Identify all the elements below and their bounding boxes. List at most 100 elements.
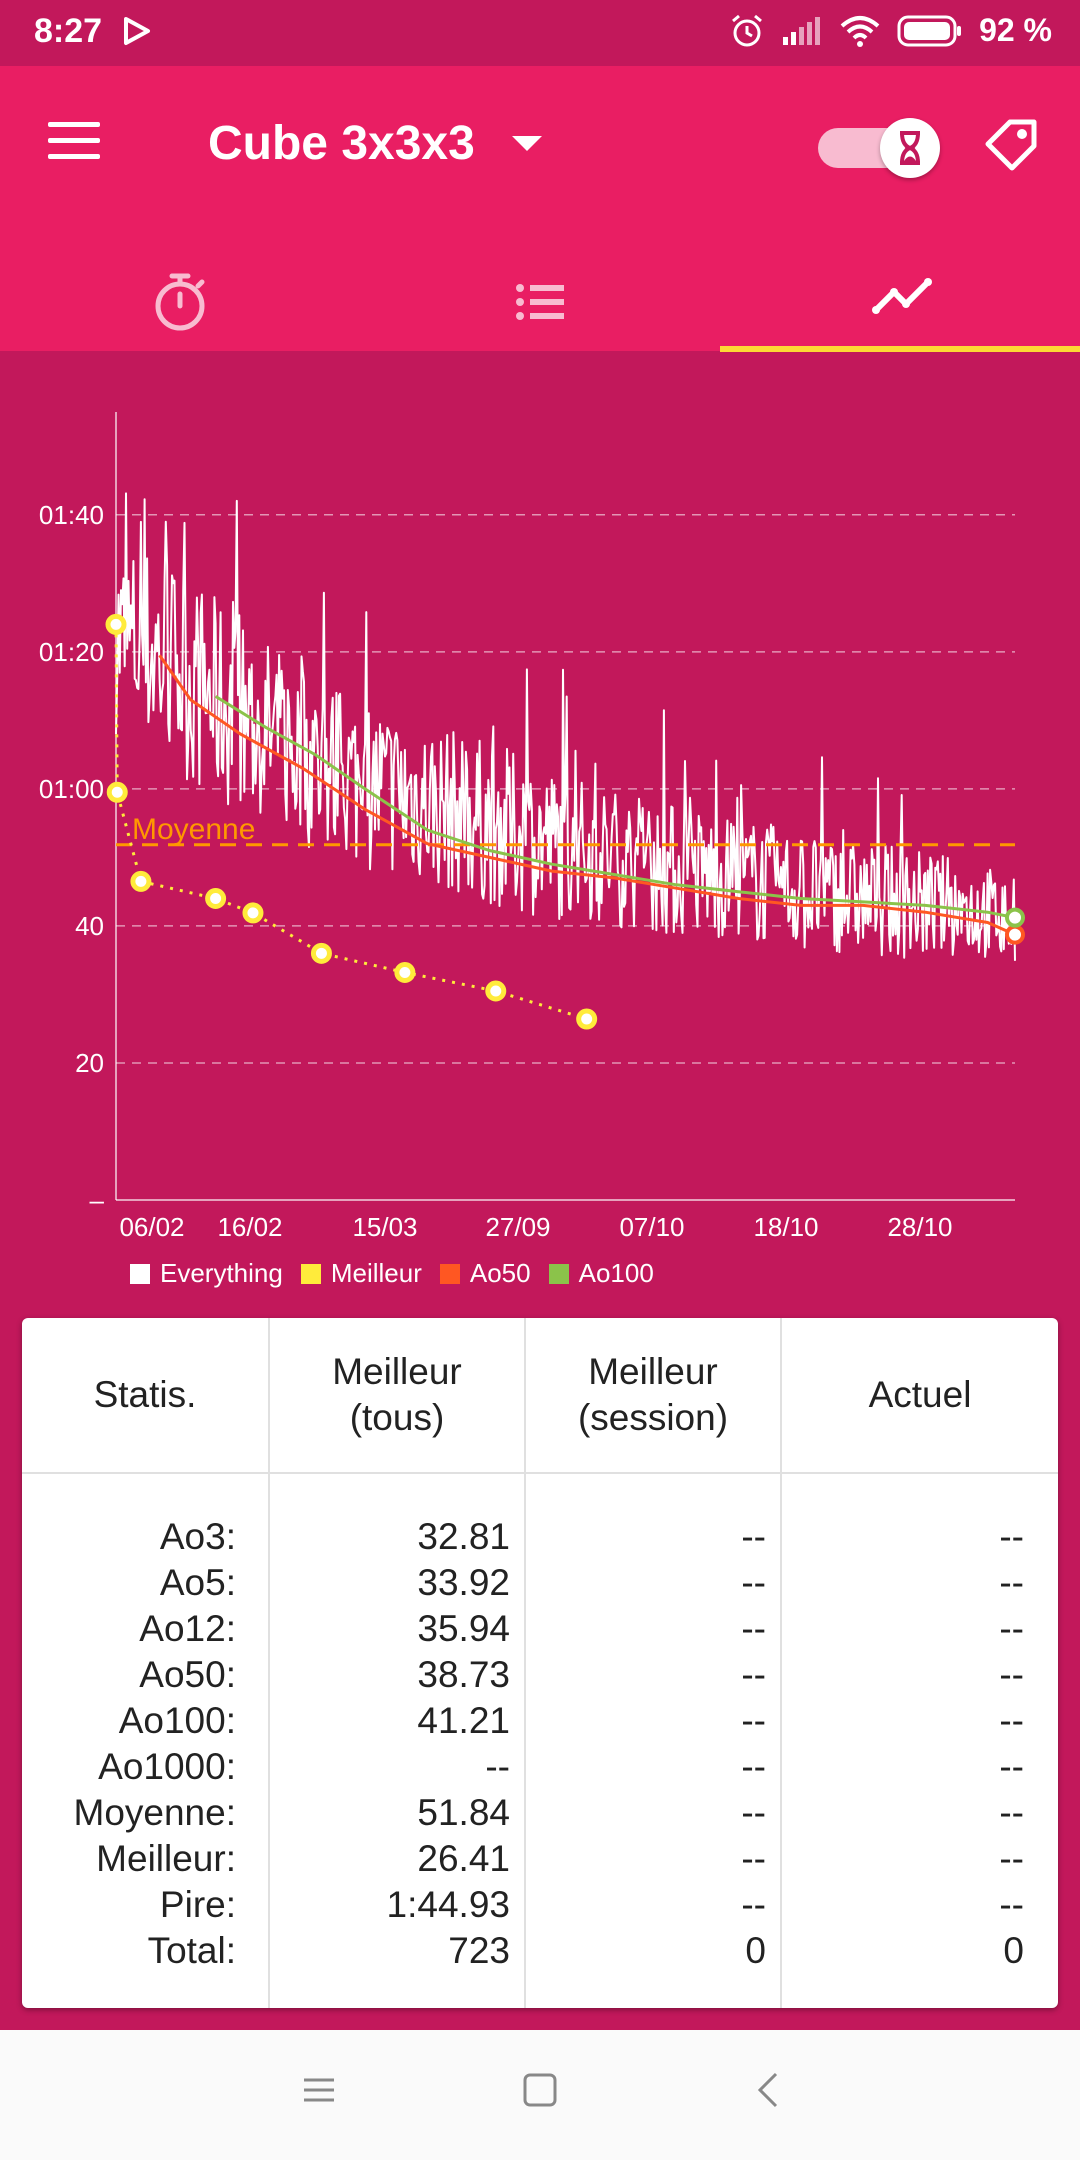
stat-value: -- <box>999 1746 1024 1787</box>
stat-value: -- <box>999 1608 1024 1649</box>
best-point <box>394 962 416 984</box>
stat-value: 32.81 <box>417 1516 510 1557</box>
stat-value: -- <box>485 1746 510 1787</box>
best-point <box>576 1008 598 1030</box>
stat-value: -- <box>999 1792 1024 1833</box>
legend-label: Everything <box>160 1258 283 1288</box>
stat-label: Ao1000: <box>98 1746 236 1787</box>
stat-value: -- <box>999 1562 1024 1603</box>
legend-item: Ao100 <box>548 1258 654 1289</box>
best-session-column: -- -- -- -- -- -- -- -- -- 0 <box>526 1514 766 1974</box>
y-tick-label: 01:20 <box>39 637 104 667</box>
stat-label: Total: <box>147 1930 236 1971</box>
tab-graph[interactable] <box>720 256 1080 351</box>
x-tick-label: 18/10 <box>753 1212 818 1242</box>
stat-value: 41.21 <box>417 1700 510 1741</box>
stat-value: -- <box>999 1884 1024 1925</box>
stats-table: Statis. Meilleur (tous) Meilleur (sessio… <box>22 1318 1058 2008</box>
stat-value: 33.92 <box>417 1562 510 1603</box>
best-point <box>242 902 264 924</box>
x-tick-label: 27/09 <box>485 1212 550 1242</box>
home-icon[interactable] <box>522 2070 558 2110</box>
alarm-icon <box>732 14 763 46</box>
x-tick-label: 07/10 <box>619 1212 684 1242</box>
back-icon[interactable] <box>754 2070 782 2110</box>
stat-value: 0 <box>745 1930 766 1971</box>
best-point <box>130 870 152 892</box>
best-point <box>106 781 128 803</box>
header-best-all: Meilleur (tous) <box>332 1351 462 1438</box>
stat-label: Pire: <box>159 1884 236 1925</box>
stat-value: -- <box>741 1746 766 1787</box>
stat-value: -- <box>741 1562 766 1603</box>
legend-label: Ao100 <box>578 1258 654 1288</box>
stat-value: -- <box>741 1608 766 1649</box>
stat-value: -- <box>999 1838 1024 1879</box>
app-bar: Cube 3x3x3 <box>0 66 1080 351</box>
play-store-notification-icon <box>124 17 150 45</box>
battery-icon <box>897 15 962 46</box>
recents-icon[interactable] <box>302 2070 336 2110</box>
stat-value: -- <box>999 1700 1024 1741</box>
wifi-icon <box>840 15 880 47</box>
tag-icon[interactable] <box>980 114 1042 176</box>
stat-label: Ao100: <box>118 1700 236 1741</box>
stopwatch-icon <box>155 273 205 331</box>
stat-value: -- <box>741 1700 766 1741</box>
battery-percent: 92 % <box>979 12 1052 48</box>
best-point <box>205 888 227 910</box>
menu-icon[interactable] <box>48 122 104 162</box>
stat-value: -- <box>741 1838 766 1879</box>
stat-label: Ao3: <box>159 1516 236 1557</box>
best-point <box>310 942 332 964</box>
stat-value: -- <box>999 1654 1024 1695</box>
series-ao100-line <box>214 695 1016 920</box>
stat-value: 26.41 <box>417 1838 510 1879</box>
legend-item: Meilleur <box>300 1258 422 1289</box>
stat-value: -- <box>999 1516 1024 1557</box>
stat-label: Ao50: <box>139 1654 236 1695</box>
stat-label: Moyenne: <box>73 1792 237 1833</box>
selected-tab-indicator <box>720 346 1080 352</box>
header-best-session: Meilleur (session) <box>577 1351 729 1438</box>
best-point <box>485 980 507 1002</box>
best-all-column: 32.81 33.92 35.94 38.73 41.21 -- 51.84 26.41 1:4… <box>270 1514 510 1974</box>
ao100-endpoint <box>1005 907 1025 928</box>
x-tick-label: 15/03 <box>352 1212 417 1242</box>
stat-value: 723 <box>448 1930 510 1971</box>
stat-value: -- <box>741 1516 766 1557</box>
legend-label: Ao50 <box>469 1258 531 1288</box>
legend-label: Meilleur <box>330 1258 422 1288</box>
inspection-toggle[interactable] <box>818 118 946 178</box>
tab-bar <box>0 256 1080 351</box>
y-tick-label: 01:00 <box>39 774 104 804</box>
legend-item: Everything <box>130 1258 283 1289</box>
stat-value: 0 <box>1003 1930 1024 1971</box>
stat-labels-column: Ao3: Ao5: Ao12: Ao50: Ao100: Ao1000: Moyenne: M… <box>22 1514 237 1974</box>
current-column: -- -- -- -- -- -- -- -- -- 0 <box>782 1514 1024 1974</box>
tab-timer[interactable] <box>0 256 360 351</box>
status-bar: 8:27 92 % <box>0 0 1080 66</box>
x-tick-label: 16/02 <box>217 1212 282 1242</box>
header-current: Actuel <box>868 1374 972 1415</box>
puzzle-title[interactable]: Cube 3x3x3 <box>208 117 475 170</box>
header-stat: Statis. <box>93 1374 197 1415</box>
y-tick-label: – <box>90 1185 105 1215</box>
navigation-bar <box>0 2030 1080 2160</box>
stat-label: Ao12: <box>139 1608 236 1649</box>
status-time: 8:27 <box>34 12 103 50</box>
tab-list[interactable] <box>360 256 720 351</box>
series-everything-line <box>115 492 1016 961</box>
best-point <box>105 613 127 635</box>
line-chart-icon <box>872 278 932 314</box>
signal-icon <box>783 16 821 45</box>
stat-value: 1:44.93 <box>386 1884 510 1925</box>
stat-value: -- <box>741 1884 766 1925</box>
y-tick-label: 01:40 <box>39 500 104 530</box>
y-tick-label: 40 <box>75 911 104 941</box>
dropdown-caret-icon[interactable] <box>512 136 542 151</box>
hourglass-icon <box>900 131 920 165</box>
average-line-label: Moyenne <box>132 813 255 846</box>
stat-value: -- <box>741 1792 766 1833</box>
stats-chart[interactable]: – 20 40 01:00 01:20 01:40 06/02 16/02 15/03 27/09… <box>0 352 1080 1302</box>
